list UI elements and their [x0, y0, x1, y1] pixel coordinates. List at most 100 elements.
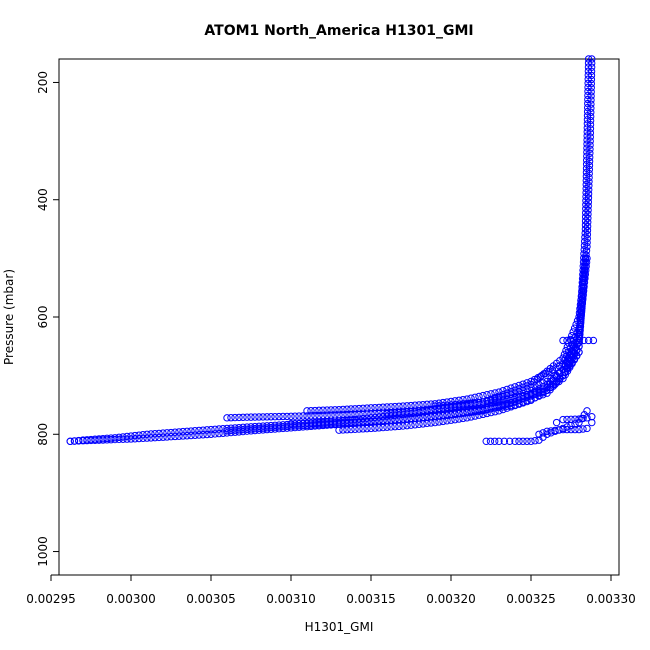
data-point	[495, 401, 503, 409]
data-point	[419, 400, 427, 409]
data-point	[339, 405, 347, 414]
data-point	[523, 382, 531, 390]
data-point	[287, 422, 295, 430]
series-4	[223, 283, 588, 422]
data-point	[534, 373, 542, 382]
data-point	[339, 411, 347, 419]
data-point	[319, 406, 327, 414]
data-point	[584, 75, 592, 83]
data-point	[243, 413, 251, 421]
data-point	[583, 132, 591, 140]
data-point	[439, 401, 447, 410]
data-point	[583, 152, 591, 160]
data-point	[66, 437, 74, 446]
data-point	[335, 411, 343, 419]
data-point	[235, 423, 243, 432]
data-point	[171, 432, 179, 441]
data-point	[87, 436, 95, 445]
data-point	[115, 433, 123, 442]
data-point	[339, 418, 347, 427]
data-point	[581, 229, 589, 237]
y-axis-label: Pressure (mbar)	[2, 269, 16, 365]
data-point	[211, 425, 219, 433]
data-point	[435, 402, 443, 410]
data-point	[467, 394, 475, 402]
data-point	[239, 423, 247, 432]
data-point	[579, 290, 587, 299]
data-point	[583, 144, 591, 152]
data-point	[582, 201, 590, 209]
data-point	[343, 405, 351, 413]
data-point	[363, 410, 371, 418]
data-point	[515, 385, 523, 393]
data-point	[291, 419, 299, 428]
data-point	[343, 426, 351, 434]
data-point	[571, 425, 579, 434]
data-point	[511, 401, 519, 410]
data-point	[131, 435, 139, 443]
data-point	[579, 425, 587, 433]
data-point	[576, 322, 585, 331]
data-point	[519, 392, 527, 400]
data-point	[459, 395, 467, 404]
data-point	[407, 421, 415, 429]
data-point	[183, 432, 191, 440]
data-point	[563, 425, 571, 434]
data-point	[575, 348, 583, 356]
data-point	[171, 428, 179, 436]
data-point	[483, 397, 491, 406]
data-point	[552, 418, 561, 427]
data-point	[395, 408, 403, 417]
data-point	[83, 436, 91, 445]
data-point	[375, 403, 383, 412]
x-axis: 0.00295 0.00300 0.00305 0.00310 0.00315 0.003…	[26, 574, 636, 606]
data-point	[231, 424, 239, 432]
data-point	[487, 408, 495, 417]
data-point	[227, 424, 235, 432]
data-point	[239, 413, 247, 421]
data-point	[347, 405, 355, 413]
data-point	[163, 433, 171, 441]
data-point	[443, 417, 451, 425]
data-point	[187, 427, 195, 435]
data-point	[151, 429, 159, 438]
data-point	[515, 393, 523, 401]
data-point	[431, 418, 439, 427]
data-point	[559, 374, 567, 383]
data-point	[581, 254, 590, 263]
data-point	[575, 342, 583, 351]
data-point	[588, 418, 596, 427]
data-point	[371, 417, 379, 425]
data-point	[231, 413, 239, 422]
data-point	[511, 386, 519, 394]
data-point	[367, 424, 375, 433]
data-point	[582, 160, 591, 168]
data-point	[531, 437, 539, 445]
data-point	[475, 398, 483, 407]
data-point	[579, 286, 587, 295]
data-point	[559, 415, 567, 424]
x-tick-label: 0.00330	[586, 592, 636, 606]
data-point	[223, 427, 231, 435]
data-point	[539, 390, 547, 399]
data-point	[383, 410, 391, 418]
data-point	[479, 398, 487, 406]
data-point	[439, 417, 447, 426]
data-point	[283, 412, 291, 421]
data-point	[475, 406, 483, 414]
data-point	[79, 437, 87, 445]
data-point	[119, 435, 127, 443]
data-point	[211, 430, 219, 438]
data-point	[307, 419, 315, 428]
data-point	[231, 428, 239, 436]
data-point	[475, 411, 483, 419]
data-point	[203, 430, 211, 439]
data-point	[375, 409, 383, 417]
data-point	[359, 410, 367, 418]
data-point	[584, 55, 593, 63]
data-point	[463, 399, 471, 408]
data-point	[159, 429, 167, 437]
data-point	[471, 412, 479, 420]
data-point	[147, 430, 155, 438]
